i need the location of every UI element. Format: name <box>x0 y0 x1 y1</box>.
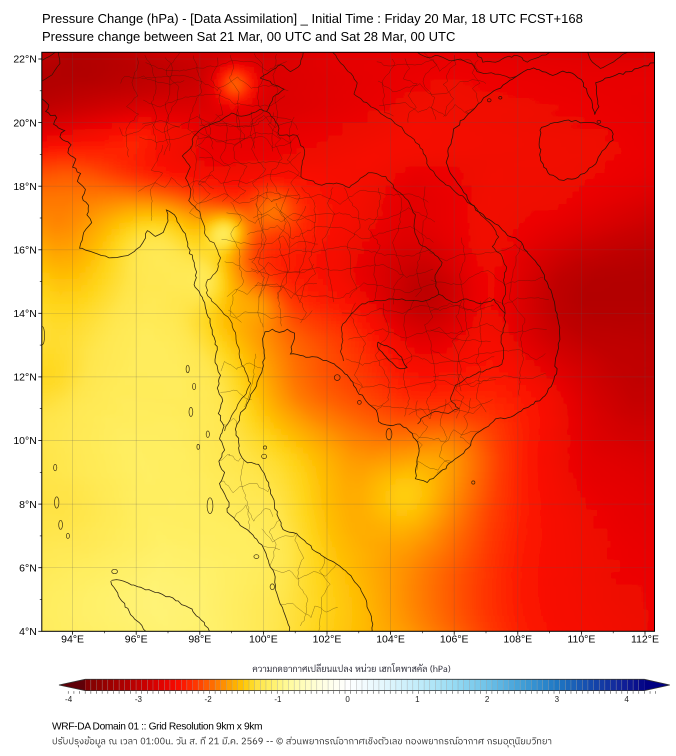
svg-text:10°N: 10°N <box>13 435 36 447</box>
svg-text:104°E: 104°E <box>376 633 405 645</box>
svg-text:WRF-DA Domain 01 :: Grid Resol: WRF-DA Domain 01 :: Grid Resolution 9km … <box>52 722 262 733</box>
svg-text:108°E: 108°E <box>503 633 532 645</box>
svg-text:110°E: 110°E <box>567 633 595 645</box>
svg-text:0: 0 <box>345 695 350 704</box>
svg-text:8°N: 8°N <box>19 499 37 511</box>
svg-text:-2: -2 <box>205 695 213 704</box>
svg-text:22°N: 22°N <box>13 54 36 66</box>
svg-text:3: 3 <box>555 695 560 704</box>
svg-text:12°N: 12°N <box>13 372 36 384</box>
svg-text:2: 2 <box>485 695 490 704</box>
svg-text:Pressure Change (hPa) - [Data: Pressure Change (hPa) - [Data Assimilati… <box>42 11 583 26</box>
svg-text:94°E: 94°E <box>61 633 84 645</box>
svg-text:-1: -1 <box>274 695 282 704</box>
svg-text:4: 4 <box>624 695 629 704</box>
svg-text:Pressure change between Sat 21: Pressure change between Sat 21 Mar, 00 U… <box>42 29 455 44</box>
svg-text:18°N: 18°N <box>13 181 36 193</box>
svg-text:-3: -3 <box>135 695 143 704</box>
svg-text:100°E: 100°E <box>249 633 278 645</box>
svg-text:106°E: 106°E <box>440 633 469 645</box>
svg-text:4°N: 4°N <box>19 626 37 638</box>
svg-text:1: 1 <box>415 695 420 704</box>
svg-text:112°E: 112°E <box>631 633 659 645</box>
svg-text:98°E: 98°E <box>188 633 211 645</box>
svg-text:-4: -4 <box>65 695 73 704</box>
svg-text:6°N: 6°N <box>19 562 37 574</box>
svg-text:14°N: 14°N <box>13 308 36 320</box>
svg-text:102°E: 102°E <box>313 633 342 645</box>
svg-text:20°N: 20°N <box>13 117 36 129</box>
svg-text:96°E: 96°E <box>125 633 148 645</box>
svg-text:16°N: 16°N <box>13 245 36 257</box>
